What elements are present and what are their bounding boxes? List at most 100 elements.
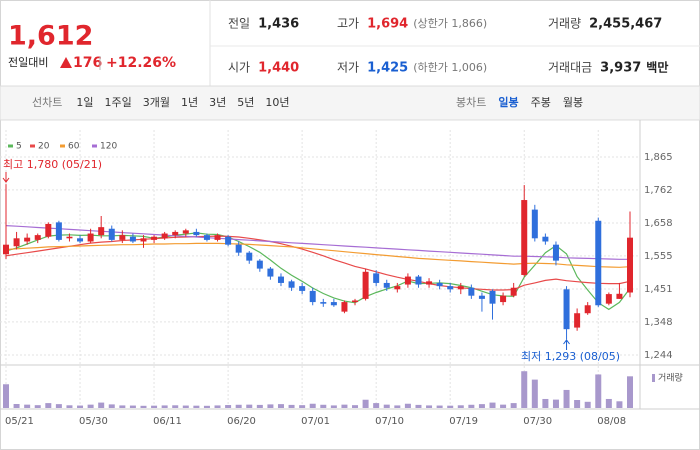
volume-bar [531, 379, 538, 408]
volume-bar [34, 405, 41, 408]
period-tab[interactable]: 5년 [237, 96, 254, 109]
volume-bar [288, 404, 295, 408]
stat-unit: 백만 [646, 60, 668, 75]
y-tick-label: 1,762 [644, 185, 673, 196]
period-tab[interactable]: 1년 [181, 96, 198, 109]
candle-body [478, 295, 485, 299]
volume-bar [151, 405, 158, 408]
candle-tab[interactable]: 월봉 [563, 96, 583, 109]
stat-label: 거래량 [548, 17, 581, 31]
stat-label: 거래대금 [548, 61, 592, 75]
volume-bar [203, 405, 210, 408]
candle-tab[interactable]: 일봉 [498, 95, 518, 109]
stat-value: 2,455,467 [589, 17, 662, 32]
volume-bar [436, 405, 443, 408]
period-tab[interactable]: 10년 [265, 96, 289, 109]
x-tick-label: 07/19 [449, 416, 478, 427]
candle-body [468, 287, 475, 296]
legend-label: 20 [38, 142, 50, 152]
volume-bar [426, 405, 433, 408]
candle-body [172, 231, 179, 236]
candle-body [45, 223, 52, 237]
stat-label: 시가 [228, 61, 250, 75]
volume-bar [77, 405, 84, 408]
change-pct: +12.26% [106, 55, 176, 71]
candle-tab[interactable]: 주봉 [531, 96, 551, 109]
candle-body [87, 233, 94, 242]
volume-bar [627, 376, 633, 408]
y-tick-label: 1,244 [644, 350, 673, 361]
candle-body [55, 222, 62, 240]
volume-bar [87, 404, 94, 408]
x-tick-label: 05/30 [79, 416, 108, 427]
candle-body [151, 236, 158, 240]
candle-body [288, 281, 295, 288]
candle-body [436, 282, 443, 287]
candle-body [182, 230, 189, 234]
x-tick-label: 07/30 [523, 416, 552, 427]
stat-value: 1,440 [258, 61, 299, 76]
candle-body [203, 235, 210, 240]
period-tab[interactable]: 3개월 [143, 96, 170, 109]
volume-bar [584, 401, 591, 408]
volume-bar [616, 401, 623, 408]
volume-bar [457, 405, 464, 408]
stat-value: 1,694 [367, 17, 408, 32]
candle-body [309, 290, 316, 303]
volume-bar [510, 403, 517, 408]
volume-bar [172, 405, 179, 408]
x-tick-label: 06/11 [153, 416, 182, 427]
volume-bar [309, 403, 316, 408]
tab-group-label: 선차트 [32, 96, 62, 109]
candle-body [415, 276, 422, 285]
candle-body [256, 260, 263, 269]
volume-bar [182, 405, 189, 408]
y-tick-label: 1,555 [644, 251, 673, 262]
up-triangle [60, 57, 72, 68]
legend-swatch [652, 374, 655, 382]
candle-body [521, 200, 528, 275]
period-tab[interactable]: 1주일 [105, 95, 132, 109]
annotation-arrow [2, 172, 10, 183]
stat-label: 전일 [228, 17, 250, 31]
candle-body [616, 293, 623, 299]
volume-bar [277, 404, 284, 408]
volume-bar [447, 405, 454, 408]
x-tick-label: 08/08 [597, 416, 626, 427]
candle-body [77, 238, 84, 242]
candle-body [352, 300, 359, 303]
x-tick-label: 05/21 [5, 416, 34, 427]
candle-body [563, 289, 570, 330]
volume-label: 거래량 [658, 372, 683, 384]
volume-bar [267, 404, 274, 408]
volume-bar [489, 402, 496, 408]
candle-body [595, 220, 602, 306]
legend-label: 120 [100, 142, 117, 152]
volume-bar [193, 405, 200, 408]
volume-bar [214, 405, 221, 408]
candle-body [3, 244, 9, 255]
volume-bar [98, 402, 105, 408]
volume-bar [341, 404, 348, 408]
price: 1,612 [8, 21, 93, 52]
volume-bar [542, 398, 549, 408]
candle-body [246, 252, 253, 261]
candle-body [373, 273, 380, 283]
volume-bar [129, 405, 136, 408]
volume-bar [521, 371, 528, 408]
volume-bar [161, 405, 168, 408]
volume-bar [24, 404, 31, 408]
candle-body [24, 237, 31, 242]
volume-bar [13, 404, 20, 408]
candle-body [235, 244, 242, 253]
candle-body [320, 302, 327, 304]
candle-body [489, 290, 496, 304]
change-label: 전일대비 [8, 55, 48, 69]
period-tab[interactable]: 3년 [209, 96, 226, 109]
plot [0, 130, 640, 409]
candle-body [66, 236, 73, 239]
candle-body [193, 231, 200, 236]
period-tab[interactable]: 1일 [76, 95, 93, 109]
